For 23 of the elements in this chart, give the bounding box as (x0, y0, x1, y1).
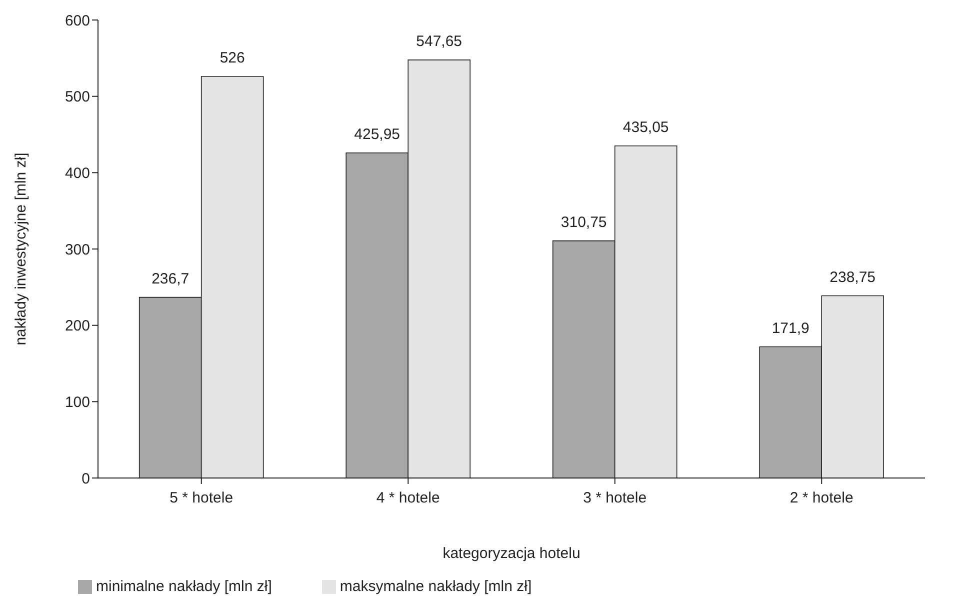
data-label: 425,95 (354, 126, 400, 143)
y-tick-label: 400 (64, 164, 90, 182)
x-tick-label: 4 * hotele (376, 490, 440, 507)
y-axis-title: nakłady inwestycyjne [mln zł] (12, 152, 30, 346)
data-label: 547,65 (416, 32, 462, 50)
y-tick-label: 200 (64, 318, 90, 335)
y-tick-label: 300 (64, 241, 90, 258)
x-tick-label: 2 * hotele (790, 490, 854, 507)
x-tick-label: 5 * hotele (170, 490, 234, 507)
y-tick-label: 100 (64, 394, 90, 411)
legend-label: maksymalne nakłady [mln zł] (340, 578, 532, 595)
data-label: 435,05 (622, 118, 669, 136)
y-tick-label: 600 (64, 12, 90, 30)
data-label: 171,9 (772, 320, 810, 337)
data-label: 310,75 (560, 214, 607, 231)
x-axis-title: kategoryzacja hotelu (442, 545, 580, 562)
data-label: 236,7 (152, 270, 190, 288)
data-label: 526 (220, 49, 245, 66)
y-tick-label: 0 (82, 470, 90, 488)
legend-label: minimalne nakłady [mln zł] (96, 578, 272, 595)
data-label: 238,75 (830, 268, 876, 286)
x-tick-label: 3 * hotele (583, 490, 647, 507)
y-tick-label: 500 (64, 88, 90, 106)
